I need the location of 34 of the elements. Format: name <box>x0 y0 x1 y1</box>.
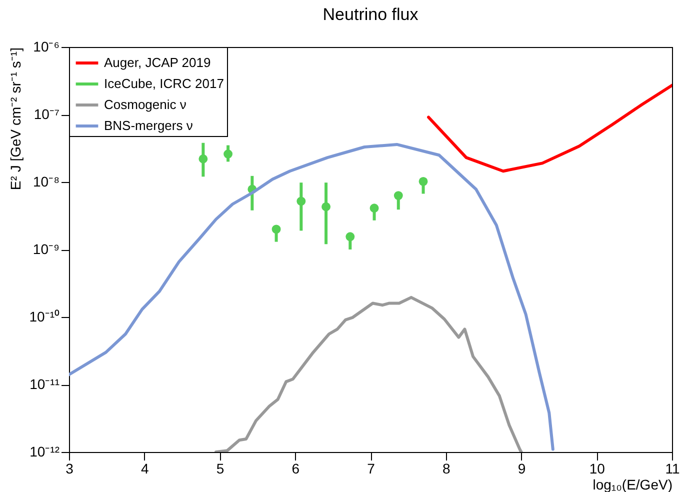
point <box>346 232 355 242</box>
x-tick-label: 6 <box>292 460 300 476</box>
y-tick-label: 10⁻¹¹ <box>30 376 60 392</box>
x-tick-label: 10 <box>589 460 606 476</box>
x-tick-label: 4 <box>140 460 149 476</box>
point <box>418 176 428 186</box>
y-tick-label: 10⁻⁷ <box>34 106 60 122</box>
y-tick-label: 10⁻¹² <box>30 444 60 460</box>
point <box>394 191 403 200</box>
y-tick-label: 10⁻⁶ <box>33 38 60 54</box>
legend-label: Cosmogenic ν <box>104 97 186 112</box>
point <box>370 204 379 213</box>
x-tick-label: 5 <box>216 460 224 476</box>
legend-label: BNS-mergers ν <box>104 118 193 133</box>
point <box>322 202 330 212</box>
chart-title: Neutrino flux <box>322 5 419 24</box>
x-tick-label: 9 <box>518 460 526 476</box>
y-tick-label: 10⁻⁸ <box>33 174 60 190</box>
x-tick-label: 7 <box>367 460 376 476</box>
point <box>296 196 306 206</box>
x-tick-label: 8 <box>442 460 450 476</box>
x-tick-label: 3 <box>66 460 74 476</box>
legend-label: Auger, JCAP 2019 <box>104 55 211 70</box>
point <box>198 154 208 164</box>
x-tick-label: 11 <box>665 460 680 476</box>
line-series <box>214 296 523 452</box>
y-axis-title: E² J [GeV cm⁻² sr⁻¹ s⁻¹] <box>7 48 24 190</box>
line-series <box>69 142 554 451</box>
line-series <box>427 84 672 173</box>
legend-label: IceCube, ICRC 2017 <box>104 76 224 91</box>
point <box>224 150 233 158</box>
point <box>272 224 281 234</box>
y-tick-label: 10⁻⁹ <box>32 241 60 257</box>
y-tick-label: 10⁻¹⁰ <box>29 308 60 324</box>
